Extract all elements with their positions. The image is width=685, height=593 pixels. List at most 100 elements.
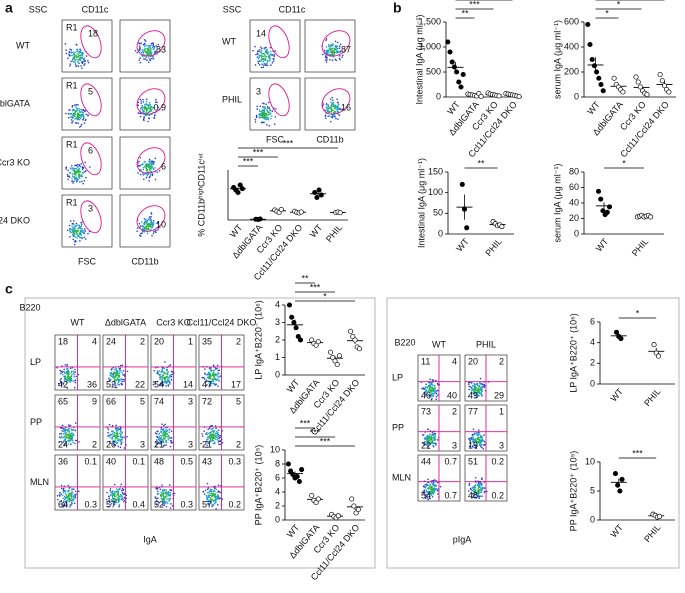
flow-event — [148, 223, 150, 225]
flow-event — [79, 108, 81, 110]
flow-event — [267, 117, 269, 119]
flow-event — [332, 99, 334, 101]
significance-label: * — [605, 8, 609, 18]
flow-event — [263, 47, 265, 49]
flow-event — [74, 170, 76, 172]
quadrant-percent: 47 — [202, 379, 212, 389]
flow-event — [170, 492, 172, 494]
y-axis-label: Intestinal IgA (μg ml⁻¹) — [416, 158, 426, 248]
significance-label: *** — [243, 156, 254, 166]
flow-event — [61, 493, 63, 495]
flow-event — [71, 55, 73, 57]
flow-event — [146, 170, 148, 172]
flow-event — [120, 441, 122, 443]
flow-event — [327, 104, 329, 106]
flow-event — [74, 226, 76, 228]
flow-event — [169, 429, 171, 431]
flow-event — [73, 220, 75, 222]
flow-event — [71, 374, 73, 376]
flow-event — [215, 427, 217, 429]
significance-label: *** — [310, 282, 321, 292]
flow-event — [480, 383, 482, 385]
flow-event — [121, 378, 123, 380]
data-point — [317, 188, 321, 192]
flow-event — [64, 496, 66, 498]
flow-event — [261, 63, 263, 65]
flow-event — [433, 488, 435, 490]
quadrant-percent: 0.2 — [491, 490, 504, 500]
flow-event — [261, 122, 263, 124]
flow-event — [87, 233, 89, 235]
flow-event — [151, 219, 153, 221]
flow-event — [144, 218, 146, 220]
data-point — [636, 80, 640, 84]
flow-event — [336, 45, 338, 47]
flow-event — [83, 236, 85, 238]
flow-event — [72, 120, 74, 122]
flow-event — [429, 379, 431, 381]
column-header: CD11c — [82, 4, 109, 14]
flow-event — [216, 498, 218, 500]
flow-event — [68, 431, 70, 433]
flow-event — [254, 46, 256, 48]
data-point — [599, 197, 603, 201]
flow-event — [70, 504, 72, 506]
flow-event — [164, 496, 166, 498]
data-point — [648, 215, 652, 219]
flow-event — [150, 222, 152, 224]
flow-event — [146, 104, 148, 106]
flow-event — [265, 49, 267, 51]
x-axis-label: CD11b — [131, 256, 158, 266]
flow-event — [72, 442, 74, 444]
y-axis-label: % CD11bʰⁱᵍʰCD11cⁱⁿᵗ — [196, 153, 206, 236]
flow-event — [106, 492, 108, 494]
flow-event — [167, 376, 169, 378]
flow-event — [331, 103, 333, 105]
y-tick-label: 0 — [438, 228, 443, 238]
quadrant-percent: 65 — [58, 396, 68, 406]
flow-event — [73, 56, 75, 58]
flow-event — [71, 178, 73, 180]
flow-event — [434, 491, 436, 493]
flow-event — [114, 432, 116, 434]
flow-event — [434, 388, 436, 390]
flow-event — [440, 486, 442, 488]
flow-event — [71, 496, 73, 498]
flow-event — [119, 428, 121, 430]
flow-event — [63, 376, 65, 378]
flow-event — [111, 436, 113, 438]
flow-event — [76, 53, 78, 55]
flow-event — [120, 431, 122, 433]
flow-event — [483, 434, 485, 436]
data-point — [619, 336, 623, 340]
flow-event — [157, 373, 159, 375]
flow-event — [474, 384, 476, 386]
column-header: SSC — [223, 4, 242, 14]
data-point — [500, 224, 504, 228]
flow-event — [150, 216, 152, 218]
flow-event — [328, 106, 330, 108]
flow-event — [150, 106, 152, 108]
quadrant-percent: 17 — [231, 379, 241, 389]
data-point — [337, 354, 341, 358]
flow-event — [436, 393, 438, 395]
flow-event — [63, 433, 65, 435]
flow-event — [269, 109, 271, 111]
flow-event — [152, 173, 154, 175]
data-point — [634, 75, 638, 79]
flow-event — [82, 109, 84, 111]
flow-event — [76, 223, 78, 225]
flow-event — [71, 489, 73, 491]
flow-event — [155, 230, 157, 232]
flow-event — [203, 430, 205, 432]
flow-event — [333, 112, 335, 114]
flow-event — [217, 434, 219, 436]
flow-event — [65, 492, 67, 494]
flow-event — [434, 386, 436, 388]
flow-event — [79, 237, 81, 239]
flow-event — [212, 373, 214, 375]
flow-event — [431, 488, 433, 490]
flow-event — [142, 56, 144, 58]
flow-event — [139, 50, 141, 52]
flow-event — [80, 222, 82, 224]
